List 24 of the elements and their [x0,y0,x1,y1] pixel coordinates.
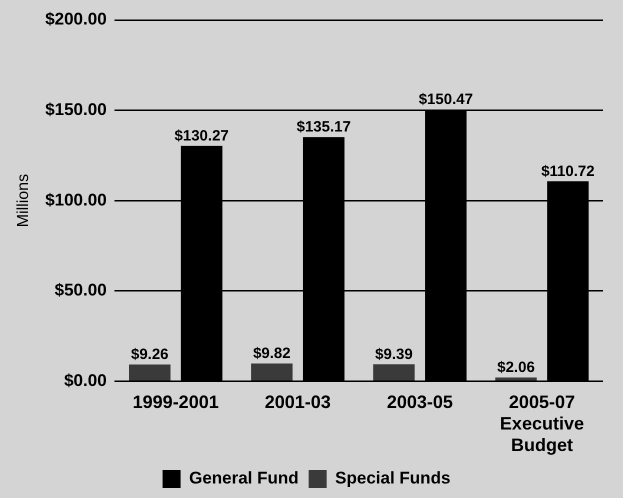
legend-label: Special Funds [335,468,450,488]
x-tick-label: 2001-03 [264,392,331,412]
data-label: $130.27 [174,128,229,145]
data-label: $110.72 [541,162,595,180]
x-tick-label: 1999-2001 [132,392,219,412]
data-label: $2.06 [497,359,535,376]
bar [251,363,293,380]
y-tick-label: $50.00 [54,280,107,300]
x-tick-label: 2005-07 Executive Budget [500,392,584,456]
y-tick-label: $0.00 [64,370,107,390]
data-label: $150.47 [418,91,473,108]
data-label: $9.82 [253,345,291,362]
y-tick-label: $150.00 [45,100,107,119]
y-axis-title: Millions [15,174,32,228]
data-label: $9.39 [375,346,413,363]
bar [495,377,537,380]
data-label: $135.17 [296,118,351,136]
y-tick-label: $100.00 [45,190,107,210]
data-label: $9.26 [130,346,169,364]
bar [128,364,171,380]
legend-label: General Fund [189,468,299,488]
y-tick-label: $200.00 [45,10,107,29]
bar [373,364,415,380]
x-tick-label: 2003-05 [386,392,453,412]
